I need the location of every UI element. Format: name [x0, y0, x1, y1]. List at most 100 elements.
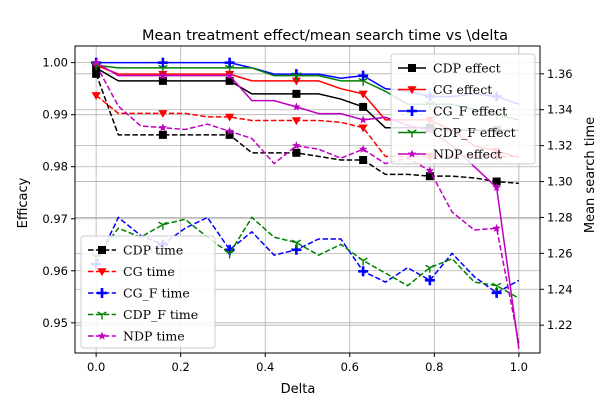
- y-tick-label: 0.95: [42, 316, 68, 330]
- plot-frame: [74, 45, 541, 354]
- data-point: [425, 172, 434, 181]
- y2-axis-label: Mean search time: [583, 117, 598, 233]
- data-point: [407, 86, 417, 95]
- data-point: [407, 106, 417, 116]
- x-tick-label: 0.2: [172, 360, 190, 374]
- y-axis-ticks: 0.95 0.96 0.97 0.98 0.99 1.00: [42, 56, 75, 330]
- legend-item: CG effect: [398, 82, 492, 97]
- y2-axis-ticks: 1.22 1.24 1.26 1.28 1.30 1.32 1.34 1.36: [540, 67, 573, 332]
- legend-item: CDP time: [88, 243, 183, 258]
- series-line: [95, 216, 520, 299]
- data-point: [424, 275, 435, 286]
- data-point: [492, 223, 501, 232]
- legend-box: [390, 53, 536, 165]
- legend-label: CG_F time: [123, 286, 190, 301]
- x-axis-ticks: 0.0 0.2 0.4 0.6 0.8 1.0: [87, 353, 528, 374]
- y-tick-label: 1.00: [42, 56, 68, 70]
- x-tick-label: 0.0: [87, 360, 105, 374]
- data-point: [292, 148, 301, 157]
- legend-item: CG_F time: [88, 286, 190, 301]
- legend-label: CDP time: [123, 243, 183, 258]
- y-axis-label: Efficacy: [16, 177, 31, 228]
- data-point: [292, 141, 301, 150]
- data-point: [358, 90, 368, 99]
- y2-tick-label: 1.32: [547, 139, 573, 153]
- data-point: [292, 102, 301, 111]
- data-point: [492, 177, 501, 186]
- x-tick-label: 1.0: [510, 360, 528, 374]
- y2-tick-label: 1.24: [547, 282, 573, 296]
- data-point: [359, 102, 368, 111]
- data-point: [407, 129, 417, 138]
- data-point: [91, 92, 101, 100]
- data-point: [158, 76, 167, 85]
- chart-title: Mean treatment effect/mean search time v…: [142, 28, 508, 44]
- data-point: [98, 246, 106, 254]
- data-point: [358, 257, 368, 266]
- legend-item: NDP time: [88, 329, 185, 344]
- data-point: [492, 183, 501, 192]
- x-tick-label: 0.6: [341, 360, 359, 374]
- data-point: [291, 117, 301, 126]
- legend-label: CDP_F time: [123, 307, 198, 322]
- data-point: [97, 331, 107, 340]
- data-point: [97, 288, 107, 298]
- y2-tick-label: 1.22: [547, 318, 573, 332]
- legend-item: CDP_F effect: [398, 125, 516, 140]
- x-tick-label: 0.4: [256, 360, 274, 374]
- y2-tick-label: 1.34: [547, 103, 573, 117]
- series-line: [95, 216, 520, 294]
- y-tick-label: 0.97: [42, 212, 68, 226]
- legend-effects: CDP effect CG effect CG_F effect CDP_F effe…: [390, 53, 536, 165]
- y2-tick-label: 1.30: [547, 175, 573, 189]
- data-point: [225, 130, 234, 139]
- legend-label: CG time: [123, 264, 175, 279]
- y-tick-label: 0.96: [42, 264, 68, 278]
- data-point: [158, 221, 168, 230]
- data-point: [408, 64, 416, 72]
- data-point: [225, 126, 234, 135]
- legend-item: CDP effect: [398, 61, 501, 76]
- legend-label: NDP effect: [433, 147, 502, 162]
- data-point: [425, 166, 435, 175]
- legend-label: CDP effect: [433, 61, 501, 76]
- data-point: [157, 57, 168, 68]
- data-point: [158, 71, 168, 80]
- data-point: [358, 266, 369, 277]
- data-point: [158, 123, 168, 132]
- legend-times: CDP time CG time CG_F time CDP_F time NDP ti…: [80, 235, 216, 349]
- data-point: [491, 282, 502, 291]
- data-point: [359, 156, 368, 165]
- data-point: [291, 72, 302, 81]
- legend-item: CDP_F time: [88, 307, 198, 322]
- legend-label: CDP_F effect: [433, 125, 516, 140]
- data-point: [291, 77, 301, 86]
- y-tick-label: 0.98: [42, 160, 68, 174]
- data-point: [225, 71, 234, 80]
- series-cdp-time: [92, 69, 519, 186]
- series-line: [95, 64, 520, 344]
- data-point: [224, 57, 235, 68]
- data-point: [224, 250, 235, 259]
- data-point: [358, 124, 368, 133]
- data-point: [291, 239, 302, 248]
- y2-tick-label: 1.28: [547, 210, 573, 224]
- x-axis-label: Delta: [281, 382, 316, 397]
- data-point: [358, 144, 368, 153]
- data-point: [97, 268, 107, 277]
- data-point: [225, 113, 235, 122]
- legend-label: CG_F effect: [433, 104, 507, 119]
- data-point: [292, 89, 301, 98]
- y2-tick-label: 1.26: [547, 246, 573, 260]
- legend-item: CG time: [88, 264, 175, 279]
- y-tick-label: 0.99: [42, 108, 68, 122]
- data-point: [92, 69, 101, 78]
- data-point: [225, 76, 234, 85]
- legend-item: NDP effect: [398, 147, 502, 162]
- data-point: [425, 264, 435, 273]
- data-point: [358, 70, 369, 81]
- data-point: [91, 58, 101, 67]
- data-point: [358, 115, 368, 124]
- x-tick-label: 0.8: [425, 360, 443, 374]
